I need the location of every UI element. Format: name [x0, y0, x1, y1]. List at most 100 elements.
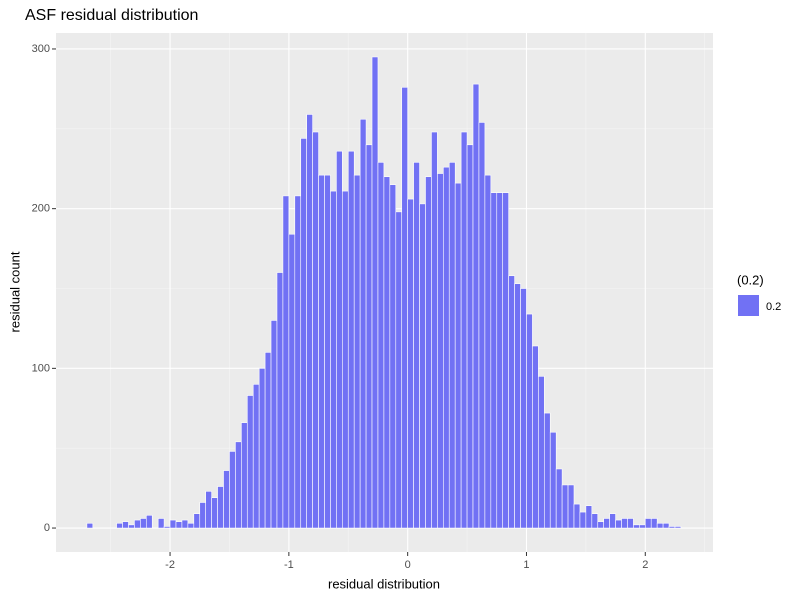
bar	[395, 211, 403, 529]
bar	[603, 518, 610, 529]
bar	[443, 166, 450, 529]
chart-title: ASF residual distribution	[25, 7, 198, 24]
bar	[157, 518, 165, 529]
bar	[526, 313, 533, 529]
bar	[229, 451, 236, 529]
bar	[193, 513, 201, 529]
bar	[116, 522, 123, 529]
bar	[585, 505, 593, 529]
bar	[199, 502, 206, 529]
bar	[567, 484, 575, 529]
bar	[140, 518, 147, 529]
bar	[413, 162, 420, 529]
bar	[508, 275, 515, 529]
bar	[288, 233, 296, 529]
bar	[549, 431, 557, 529]
bar	[668, 526, 676, 529]
bar	[276, 272, 284, 529]
bar	[246, 395, 254, 529]
bar	[330, 190, 337, 529]
bar	[324, 174, 331, 529]
bar	[484, 174, 492, 529]
bar	[597, 521, 604, 529]
bar	[258, 368, 266, 529]
bar	[644, 518, 652, 529]
bar	[674, 526, 682, 529]
bar	[662, 522, 670, 529]
bar	[163, 526, 171, 529]
bar	[555, 468, 563, 529]
bar	[460, 131, 468, 529]
bar	[264, 352, 272, 529]
bar	[621, 518, 628, 529]
bar	[419, 203, 426, 529]
bar	[514, 283, 521, 529]
y-axis-label: residual count	[7, 251, 22, 332]
bar	[336, 150, 343, 529]
bar	[407, 198, 414, 529]
bar	[448, 162, 456, 529]
bar	[543, 412, 551, 529]
bar	[235, 441, 242, 529]
bar	[342, 190, 349, 529]
bar	[175, 521, 183, 529]
legend-label: 0.2	[766, 301, 781, 313]
bar	[241, 422, 248, 529]
bar	[389, 184, 397, 529]
bar	[134, 519, 141, 529]
bar	[627, 518, 634, 529]
x-tick-label: 1	[523, 559, 529, 571]
bar	[181, 519, 189, 529]
bar	[282, 195, 290, 529]
bar	[371, 56, 379, 529]
bars	[86, 56, 682, 529]
bar	[532, 345, 539, 529]
bar	[187, 522, 195, 529]
bar	[86, 522, 94, 529]
bar	[579, 511, 587, 529]
bar	[252, 384, 260, 529]
bar	[454, 182, 462, 529]
bar	[223, 470, 230, 529]
bar	[573, 503, 581, 529]
bar	[656, 522, 664, 529]
bar	[639, 524, 646, 529]
y-tick-label: 100	[32, 362, 50, 374]
bar	[538, 376, 545, 529]
x-tick-label: -2	[165, 559, 175, 571]
bar	[122, 521, 129, 529]
bar	[496, 192, 504, 529]
bar	[300, 138, 307, 529]
bar	[490, 192, 498, 529]
x-tick-label: 0	[405, 559, 411, 571]
bar	[520, 288, 527, 529]
bar	[472, 83, 480, 529]
y-tick-label: 300	[32, 43, 50, 55]
legend-key	[738, 295, 759, 316]
bar	[270, 320, 278, 529]
bar	[294, 195, 302, 529]
y-tick-label: 0	[44, 522, 50, 534]
bar	[609, 513, 616, 529]
bar	[359, 118, 367, 529]
bar	[365, 144, 373, 529]
bar	[377, 162, 385, 529]
bar	[383, 176, 391, 529]
bar	[169, 519, 177, 529]
bar	[478, 122, 486, 529]
bar	[217, 486, 224, 529]
bar	[306, 114, 313, 529]
bar	[650, 518, 658, 529]
legend-title: (0.2)	[737, 272, 764, 287]
bar	[347, 150, 355, 529]
bar	[466, 144, 474, 529]
x-tick-label: -1	[284, 559, 294, 571]
y-tick-label: 200	[32, 203, 50, 215]
bar	[561, 484, 569, 529]
x-axis-label: residual distribution	[328, 576, 440, 591]
bar	[353, 174, 361, 529]
bar	[502, 192, 509, 529]
x-tick-label: 2	[642, 559, 648, 571]
